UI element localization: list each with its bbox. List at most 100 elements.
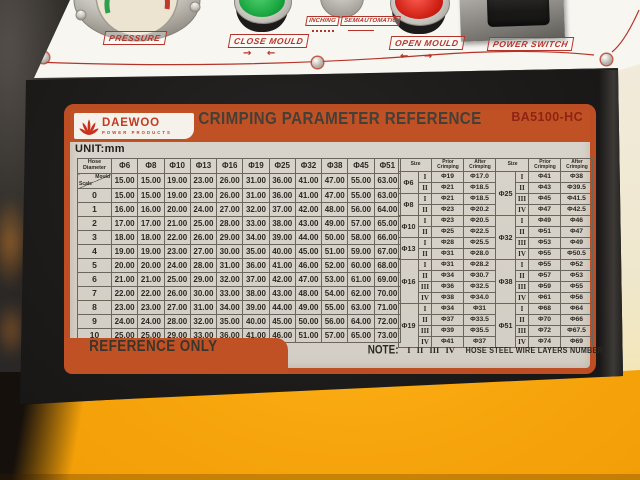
scale-value-cell: 38.00 <box>268 216 296 231</box>
mould-size-cell: 63.00 <box>373 173 402 189</box>
scale-value-cell: 25.00 <box>163 272 191 287</box>
scale-index: 4 <box>77 244 112 259</box>
scale-value-cell: 72.00 <box>373 314 402 329</box>
hose-size-cell: Φ8 <box>398 193 419 216</box>
scale-header-row: Hose Diameter Φ6 Φ8 Φ10 Φ13 Φ16 Φ19 Φ25 Φ32 Φ38 Φ4… <box>77 158 402 174</box>
scale-value-cell: 22.00 <box>137 286 165 301</box>
scale-value-cell: 42.00 <box>294 202 323 217</box>
prior-value-cell: Φ34 <box>431 270 465 282</box>
scale-value-cell: 51.00 <box>321 244 349 259</box>
prior-value-cell: Φ45 <box>528 193 562 205</box>
layer-cell: I <box>417 303 433 315</box>
after-value-cell: Φ34.0 <box>463 292 497 304</box>
hose-size-cell: Φ6 <box>398 171 419 194</box>
layer-cell: IV <box>515 336 530 348</box>
scale-value-cell: 37.00 <box>268 202 296 217</box>
diameter-column-header: Φ8 <box>137 158 165 174</box>
after-value-cell: Φ41.5 <box>560 193 594 205</box>
diameter-column-header: Φ32 <box>294 158 323 174</box>
note-line: NOTE: I II III IV HOSE STEEL WIRE LAYERS… <box>366 343 606 356</box>
scale-value-cell: 27.00 <box>189 244 218 259</box>
scale-value-cell: 41.00 <box>294 188 323 203</box>
scale-value-cell: 61.00 <box>347 272 375 287</box>
after-value-cell: Φ31 <box>463 303 497 315</box>
diameter-column-header: Φ45 <box>347 158 375 174</box>
scale-value-cell: 44.00 <box>268 300 296 315</box>
scale-value-cell: 40.00 <box>268 244 296 259</box>
prior-value-cell: Φ57 <box>528 270 562 282</box>
note-numerals: I II III IV <box>407 345 455 355</box>
power-switch-toggle[interactable] <box>486 0 550 28</box>
scale-row: 8 23.00 23.00 27.00 31.00 34.00 39.00 44.00 49.0… <box>77 300 402 315</box>
layer-cell: IV <box>515 204 530 216</box>
scale-value-cell: 37.00 <box>242 272 270 287</box>
scale-value-cell: 65.00 <box>373 216 402 231</box>
prior-value-cell: Φ19 <box>431 171 465 183</box>
diameter-column-header: Φ51 <box>373 158 402 174</box>
after-value-cell: Φ47 <box>560 226 594 238</box>
scale-value-cell: 23.00 <box>137 300 165 315</box>
after-value-cell: Φ39.5 <box>560 182 594 194</box>
mould-size-cell: 55.00 <box>347 173 375 189</box>
prior-value-cell: Φ74 <box>528 336 562 348</box>
prior-value-cell: Φ21 <box>431 193 465 205</box>
layer-cell: III <box>515 193 530 205</box>
logo-texts: DAEWOO POWER PRODUCTS <box>102 117 172 136</box>
layer-cell: I <box>515 215 530 227</box>
hose-size-cell: Φ13 <box>398 237 419 260</box>
crimp-row: Φ8 I Φ21 Φ18.5 III Φ45 Φ41.5 <box>398 193 594 216</box>
mould-row: Mould Scale 15.00 15.00 19.00 23.00 26.00 31.00… <box>77 173 402 189</box>
after-value-cell: Φ53 <box>560 270 594 282</box>
open-mould-label: OPEN MOULD <box>388 36 465 50</box>
hose-size-cell: Φ32 <box>495 215 517 260</box>
crimp-row: Φ10 I Φ23 Φ20.5 Φ32 I Φ49 Φ46 <box>398 215 594 260</box>
open-mould-arrows: ← → <box>400 51 439 62</box>
brand-subtitle: POWER PRODUCTS <box>102 130 172 136</box>
layer-cell: I <box>417 193 433 205</box>
scale-value-cell: 27.00 <box>216 202 244 217</box>
close-mould-arrows: → ← <box>243 48 282 59</box>
prior-value-cell: Φ31 <box>431 248 465 260</box>
panel-screw <box>38 52 49 63</box>
scale-value-cell: 54.00 <box>321 286 349 301</box>
scale-value-cell: 28.00 <box>189 258 218 273</box>
scale-value-cell: 56.00 <box>347 202 375 217</box>
sticker-header-band: DAEWOO POWER PRODUCTS CRIMPING PARAMETER… <box>70 109 590 142</box>
prior-value-cell: Φ23 <box>431 215 465 227</box>
scale-value-cell: 26.00 <box>216 188 244 203</box>
scale-value-cell: 64.00 <box>373 202 402 217</box>
crimp-row: II Φ21 Φ18.5 II Φ43 Φ39.5 <box>399 182 594 194</box>
after-value-cell: Φ25.5 <box>463 237 497 249</box>
layer-cell: I <box>417 259 433 271</box>
scale-row: 5 20.00 20.00 24.00 28.00 31.00 36.00 41.00 46.0… <box>77 258 402 273</box>
close-mould-button[interactable] <box>239 0 285 17</box>
scale-row: 9 24.00 24.00 28.00 32.00 35.00 40.00 45.00 50.0… <box>77 314 402 329</box>
scale-index: 5 <box>77 258 112 273</box>
scale-value-cell: 21.00 <box>110 272 139 287</box>
scale-row: 3 18.00 18.00 22.00 26.00 29.00 34.00 39.00 44.0… <box>77 230 402 245</box>
layer-cell: I <box>417 237 433 249</box>
scale-value-cell: 39.00 <box>242 300 270 315</box>
scale-value-cell: 20.00 <box>163 202 191 217</box>
scale-value-cell: 71.00 <box>373 300 402 315</box>
scale-value-cell: 34.00 <box>216 300 244 315</box>
diameter-column-header: Φ38 <box>321 158 349 174</box>
scale-value-cell: 25.00 <box>189 216 218 231</box>
scale-index: 0 <box>77 188 112 203</box>
scale-value-cell: 29.00 <box>216 230 244 245</box>
scale-value-cell: 31.00 <box>216 258 244 273</box>
hose-size-cell: Φ19 <box>398 303 419 348</box>
after-value-cell: Φ35.5 <box>463 325 497 337</box>
prior-value-cell: Φ43 <box>528 182 562 194</box>
layer-cell: III <box>515 281 530 293</box>
crimp-row: Φ16 I Φ31 Φ28.2 Φ38 I Φ55 Φ52 <box>398 259 594 304</box>
scale-value-cell: 26.00 <box>163 286 191 301</box>
open-mould-button[interactable] <box>395 0 443 19</box>
scale-value-cell: 17.00 <box>110 216 139 231</box>
after-value-cell: Φ37 <box>463 336 497 348</box>
layer-cell: IV <box>417 336 433 348</box>
scale-value-cell: 38.00 <box>242 286 270 301</box>
layer-cell: II <box>417 314 433 326</box>
